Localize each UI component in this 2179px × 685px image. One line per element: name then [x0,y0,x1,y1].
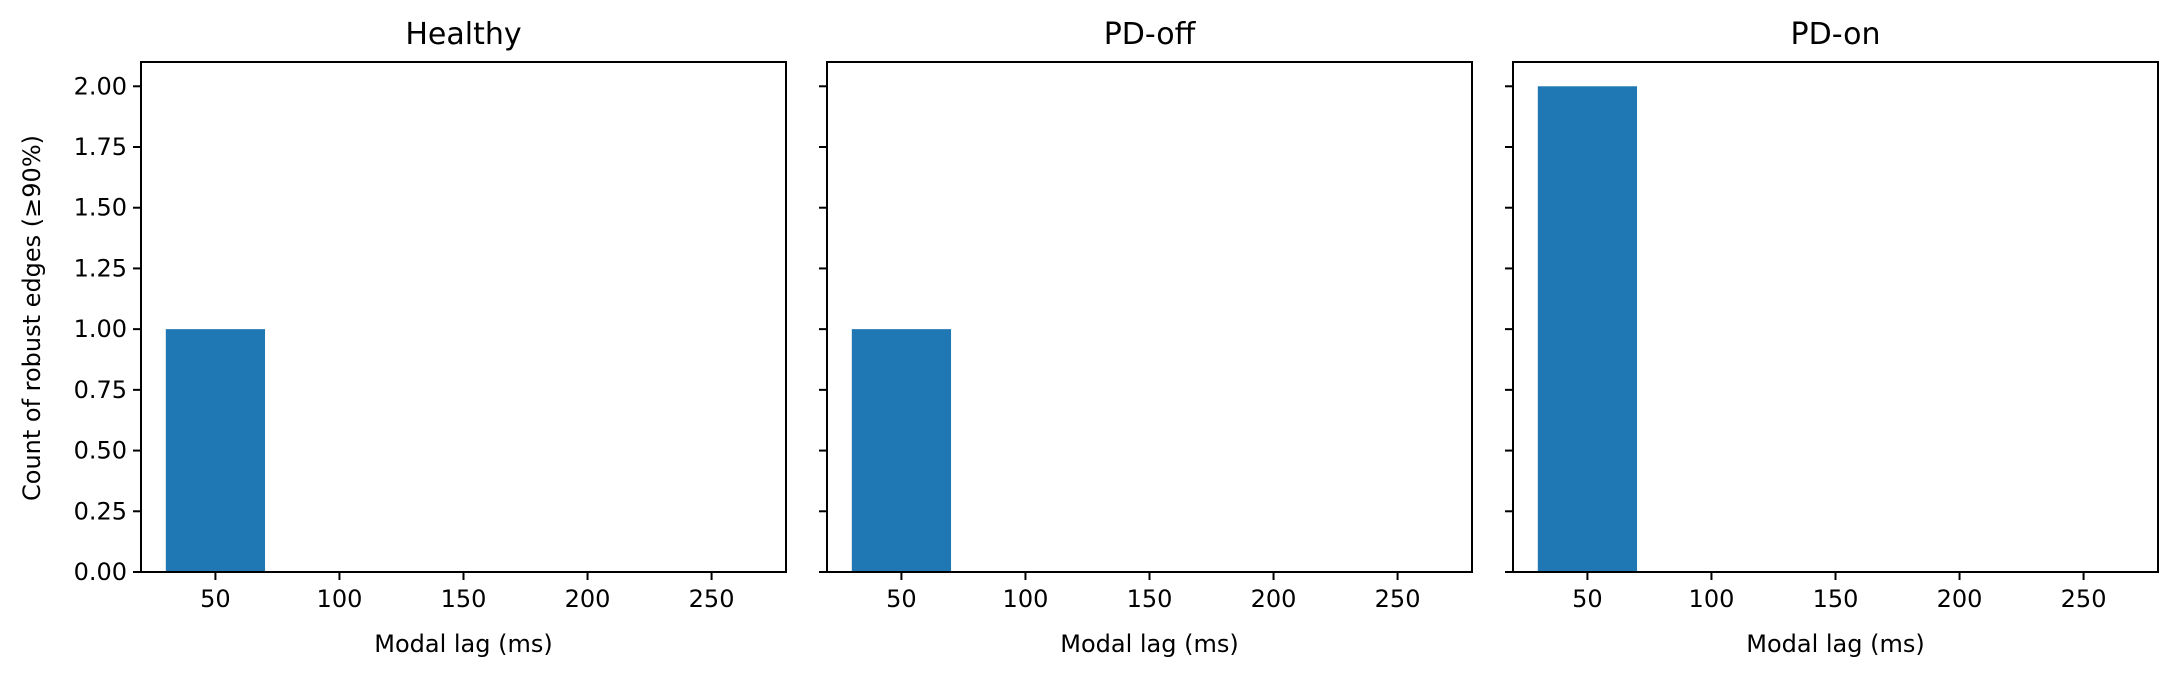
y-tick-label: 0.50 [74,437,127,465]
panel-title: Healthy [405,17,521,52]
x-tick-label: 50 [886,585,917,613]
x-tick-label: 50 [200,585,231,613]
x-axis-label: Modal lag (ms) [1746,630,1924,658]
panel-title: PD-on [1791,17,1881,52]
x-tick-label: 100 [317,585,363,613]
y-tick-label: 0.75 [74,376,127,404]
panel-3: 50 100 150 200 250 PD-on Modal lag (ms) [1505,17,2159,658]
bar [851,329,952,572]
x-tick-label: 50 [1572,585,1603,613]
panel-2: 50 100 150 200 250 PD-off Modal lag (ms) [819,17,1473,658]
x-tick-label: 250 [1375,585,1421,613]
x-axis-label: Modal lag (ms) [374,630,552,658]
x-tick-label: 250 [689,585,735,613]
y-tick-label: 1.75 [74,133,127,161]
bar [1537,86,1638,573]
x-tick-label: 150 [441,585,487,613]
y-tick-label: 0.00 [74,558,127,586]
y-tick-label: 2.00 [74,72,127,100]
x-tick-label: 100 [1003,585,1049,613]
y-tick-label: 1.25 [74,254,127,282]
y-tick-label: 1.50 [74,194,127,222]
x-tick-label: 150 [1813,585,1859,613]
panel-1: 50 100 150 200 250 0.00 0.25 0.50 0.75 1.00 1.25 1.… [74,17,787,658]
y-tick-label: 0.25 [74,497,127,525]
y-tick-label: 1.00 [74,315,127,343]
x-tick-label: 250 [2061,585,2107,613]
x-tick-label: 200 [1937,585,1983,613]
x-tick-label: 100 [1689,585,1735,613]
x-tick-label: 200 [1251,585,1297,613]
x-tick-label: 200 [565,585,611,613]
panels: 50 100 150 200 250 0.00 0.25 0.50 0.75 1.00 1.25 1.… [74,17,2159,658]
x-tick-label: 150 [1127,585,1173,613]
panel-title: PD-off [1104,17,1197,52]
shared-y-axis-label: Count of robust edges (≥90%) [18,135,46,501]
x-axis-label: Modal lag (ms) [1060,630,1238,658]
bar [165,329,266,572]
